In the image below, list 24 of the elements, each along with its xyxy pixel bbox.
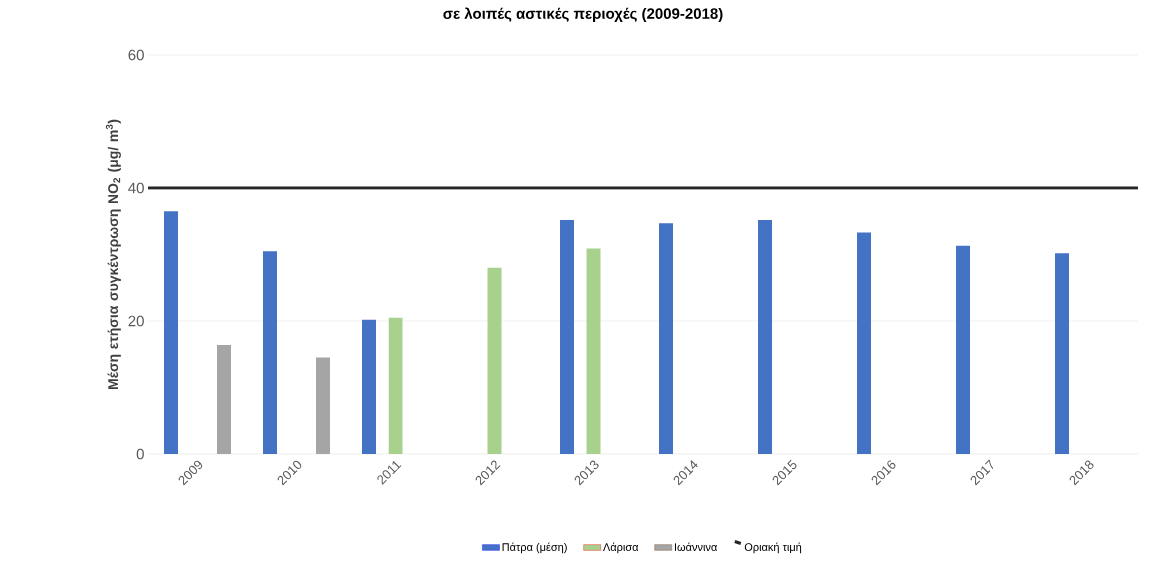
bar <box>388 317 403 454</box>
legend-label: Πάτρα (μέση) <box>502 542 567 554</box>
legend-label: Ιωάννινα <box>674 542 717 551</box>
bar <box>316 357 331 454</box>
bar <box>263 251 278 454</box>
y-tick-label: 60 <box>128 49 144 61</box>
y-tick-label: 0 <box>136 448 144 460</box>
y-tick-label: 40 <box>128 182 144 194</box>
legend-label: Οριακή τιμή <box>744 542 802 554</box>
bar <box>487 267 502 454</box>
bar <box>758 219 773 454</box>
bar <box>217 344 232 454</box>
legend-label: Λάρισα <box>602 542 639 554</box>
bar <box>362 319 377 454</box>
bar <box>1055 253 1070 454</box>
bar <box>164 211 179 454</box>
chart-title: σε λοιπές αστικές περιοχές (2009-2018) <box>443 7 723 22</box>
y-axis-title: Μέση ετήσια συγκέντρωση NO$_{2}$ (μg/ m$^{3}$) <box>105 119 121 390</box>
bar <box>956 245 971 454</box>
y-tick-label: 20 <box>128 315 144 327</box>
bar <box>857 232 872 454</box>
bar <box>560 219 575 454</box>
bar <box>659 223 674 454</box>
bar <box>586 248 601 454</box>
